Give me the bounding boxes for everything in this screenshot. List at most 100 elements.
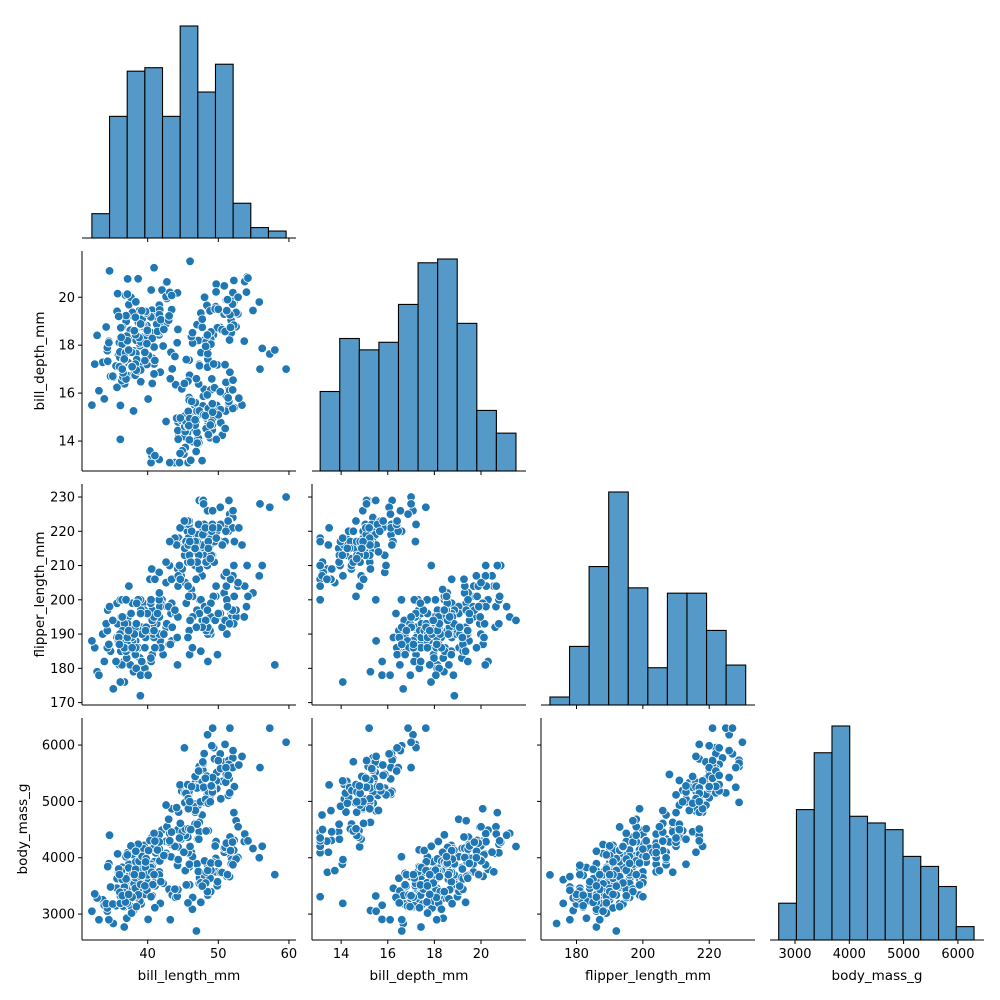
scatter-point	[248, 843, 258, 854]
scatter-point	[327, 827, 337, 837]
scatter-point	[426, 560, 436, 571]
scatter-point	[187, 328, 198, 338]
hist-panel-bill_depth_mm	[312, 258, 526, 475]
scatter-point	[227, 385, 238, 395]
scatter-point	[674, 775, 685, 786]
scatter-point	[608, 889, 618, 900]
scatter-point	[604, 869, 615, 880]
scatter-point	[127, 643, 137, 653]
scatter-point	[224, 335, 235, 345]
scatter-point	[463, 625, 473, 636]
scatter-point	[392, 743, 402, 753]
scatter-point	[422, 643, 433, 653]
scatter-point	[315, 595, 325, 605]
scatter-point	[406, 499, 416, 509]
scatter-point	[501, 601, 512, 612]
scatter-point	[131, 598, 142, 608]
scatter-point	[430, 595, 441, 605]
scatter-point	[229, 560, 239, 571]
scatter-point	[443, 629, 454, 639]
scatter-point	[194, 361, 205, 371]
y-tick-label: 4000	[42, 851, 75, 866]
scatter-point	[165, 915, 175, 925]
scatter-point	[211, 279, 221, 289]
scatter-point	[315, 536, 325, 547]
scatter-point	[385, 915, 395, 925]
scatter-point	[558, 898, 568, 909]
scatter-point	[634, 804, 645, 814]
scatter-point	[211, 434, 221, 445]
scatter-point	[124, 581, 134, 591]
scatter-point	[396, 595, 407, 605]
scatter-point	[170, 884, 180, 894]
scatter-point	[197, 455, 207, 466]
scatter-point	[159, 850, 169, 861]
scatter-point	[149, 625, 159, 636]
scatter-point	[476, 577, 486, 588]
scatter-point	[131, 901, 142, 912]
scatter-point	[200, 341, 211, 352]
scatter-point	[628, 886, 638, 897]
scatter-point	[112, 288, 123, 299]
scatter-point	[371, 495, 381, 506]
hist-bar	[397, 303, 419, 472]
scatter-point	[242, 560, 252, 571]
scatter-point	[255, 762, 265, 773]
scatter-point	[103, 861, 113, 872]
scatter-point	[172, 338, 182, 348]
scatter-point	[565, 871, 575, 882]
scatter-point	[146, 564, 157, 574]
scatter-point	[270, 869, 280, 880]
scatter-point	[315, 892, 325, 902]
y-tick-label: 170	[50, 696, 75, 711]
hist-bar	[647, 667, 668, 706]
scatter-point	[140, 625, 151, 636]
scatter-point	[221, 567, 232, 578]
scatter-point	[217, 540, 228, 550]
scatter-point	[734, 797, 744, 808]
scatter-point	[255, 364, 265, 374]
scatter-point	[422, 881, 433, 891]
scatter-point	[614, 901, 625, 912]
scatter-point	[202, 390, 212, 400]
scatter-point	[184, 421, 194, 431]
scatter-point	[588, 864, 598, 875]
scatter-point	[243, 836, 253, 846]
scatter-point	[724, 772, 734, 783]
scatter-point	[207, 399, 218, 409]
scatter-point	[487, 847, 497, 857]
scatter-point	[170, 351, 180, 362]
scatter-point	[591, 892, 602, 902]
x-tick-label: 40	[139, 947, 156, 962]
y-tick-label: 20	[58, 291, 75, 306]
scatter-point	[354, 581, 365, 591]
scatter-point	[186, 824, 196, 835]
scatter-point	[159, 629, 169, 639]
scatter-point	[598, 906, 608, 916]
x-tick-label: 20	[473, 947, 490, 962]
scatter-point	[191, 622, 202, 632]
scatter-point	[611, 881, 622, 891]
scatter-point	[181, 354, 191, 365]
hist-bar	[437, 258, 458, 472]
scatter-point	[731, 782, 741, 792]
scatter-point	[156, 315, 166, 325]
scatter-point	[681, 834, 691, 844]
scatter-point	[222, 869, 233, 880]
scatter-panel-bill_depth_mm-vs-flipper_length_mm	[308, 484, 526, 709]
scatter-point	[621, 828, 631, 839]
scatter-point	[444, 660, 454, 670]
scatter-point	[173, 434, 183, 444]
scatter-point	[375, 526, 385, 536]
scatter-panel-bill_depth_mm-vs-body_mass_g: 14 16 18 20	[308, 718, 526, 962]
x-axis-label-body_mass_g: body_mass_g	[832, 968, 923, 984]
scatter-point	[117, 364, 127, 374]
scatter-point	[421, 723, 431, 733]
scatter-point	[324, 523, 334, 533]
scatter-point	[94, 670, 104, 680]
scatter-point	[731, 762, 741, 773]
scatter-point	[338, 677, 348, 687]
scatter-point	[108, 684, 118, 694]
scatter-point	[99, 656, 110, 667]
scatter-point	[112, 382, 122, 393]
